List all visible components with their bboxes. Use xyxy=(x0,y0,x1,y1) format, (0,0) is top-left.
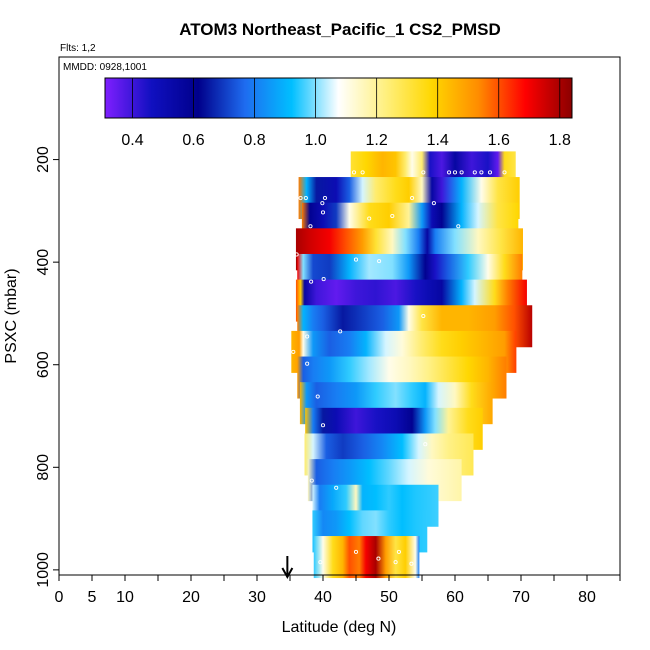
sample-point xyxy=(459,170,464,175)
sample-point xyxy=(487,170,493,175)
colorbar-tick-label: 1.4 xyxy=(427,132,449,149)
sample-point xyxy=(409,561,414,566)
latitude-marker-arrow xyxy=(281,556,294,580)
sample-point xyxy=(318,560,323,565)
x-tick-label: 70 xyxy=(512,589,530,606)
y-axis-ticks: 200 400 600 800 1000 xyxy=(35,146,59,588)
colorbar-ticks: 0.4 0.6 0.8 1.0 1.2 1.4 1.6 1.8 xyxy=(121,78,571,149)
dates-label: MMDD: 0928,1001 xyxy=(63,62,147,73)
sample-point xyxy=(472,170,477,175)
sample-point xyxy=(322,195,328,201)
x-axis-label: Latitude (deg N) xyxy=(282,619,397,636)
sample-points xyxy=(291,170,507,566)
sample-point xyxy=(309,279,314,284)
sample-point xyxy=(479,170,484,175)
sample-point xyxy=(447,170,452,175)
x-tick-label: 30 xyxy=(248,589,266,606)
y-tick-label: 1000 xyxy=(35,552,52,588)
sample-point xyxy=(353,257,359,262)
y-axis-label: PSXC (mbar) xyxy=(3,268,20,363)
colorbar xyxy=(104,77,573,119)
sample-point xyxy=(351,170,357,175)
sample-point xyxy=(423,442,428,447)
sample-point xyxy=(303,195,308,201)
sample-point xyxy=(377,259,382,264)
sample-point xyxy=(421,313,426,319)
chart-title: ATOM3 Northeast_Pacific_1 CS2_PMSD xyxy=(179,20,501,39)
sample-point xyxy=(502,170,507,175)
y-tick-label: 400 xyxy=(35,249,52,276)
x-tick-label: 60 xyxy=(446,589,464,606)
sample-point xyxy=(291,349,296,354)
x-tick-label: 10 xyxy=(116,589,134,606)
x-tick-label: 20 xyxy=(182,589,200,606)
sample-point xyxy=(298,195,303,201)
x-axis-ticks: 0 5 10 20 30 40 50 60 70 80 xyxy=(55,575,621,606)
colorbar-tick-label: 0.6 xyxy=(182,132,204,149)
sample-point xyxy=(305,334,310,339)
sample-point xyxy=(410,195,415,201)
plot-frame xyxy=(58,56,621,576)
sample-point xyxy=(321,277,326,282)
x-tick-label: 5 xyxy=(88,589,97,606)
sample-point xyxy=(360,170,365,175)
marker-head xyxy=(281,567,294,580)
sample-point xyxy=(294,252,299,257)
colorbar-tick-label: 1.0 xyxy=(304,132,326,149)
flights-label: Flts: 1,2 xyxy=(60,43,96,54)
sample-point xyxy=(353,549,359,554)
colorbar-tick-label: 1.8 xyxy=(549,132,571,149)
sample-point xyxy=(334,485,339,490)
sample-point xyxy=(338,329,343,334)
sample-point xyxy=(452,170,458,175)
sample-point xyxy=(456,224,461,229)
sample-point xyxy=(393,560,398,565)
sample-point xyxy=(309,478,314,483)
sample-point xyxy=(431,201,436,206)
y-tick-label: 800 xyxy=(35,454,52,481)
sample-point xyxy=(320,210,326,215)
x-tick-label: 50 xyxy=(380,589,398,606)
sample-point xyxy=(320,201,325,206)
colorbar-tick-label: 1.6 xyxy=(488,132,510,149)
sample-point xyxy=(390,213,395,219)
sample-point xyxy=(308,224,313,229)
sample-point xyxy=(396,549,401,554)
x-tick-label: 80 xyxy=(578,589,596,606)
colorbar-tick-label: 0.4 xyxy=(121,132,143,149)
heatmap-row xyxy=(313,536,420,579)
sample-point xyxy=(320,423,326,428)
sample-point xyxy=(367,216,372,221)
x-tick-label: 40 xyxy=(314,589,332,606)
sample-point xyxy=(421,170,426,175)
sample-point xyxy=(315,394,320,399)
colorbar-tick-label: 1.2 xyxy=(366,132,388,149)
y-tick-label: 600 xyxy=(35,351,52,378)
heatmap-rows xyxy=(291,151,533,579)
sample-point xyxy=(305,361,310,366)
sample-point xyxy=(376,556,381,561)
colorbar-tick-label: 0.8 xyxy=(243,132,265,149)
x-tick-label: 0 xyxy=(55,589,64,606)
y-tick-label: 200 xyxy=(35,146,52,173)
